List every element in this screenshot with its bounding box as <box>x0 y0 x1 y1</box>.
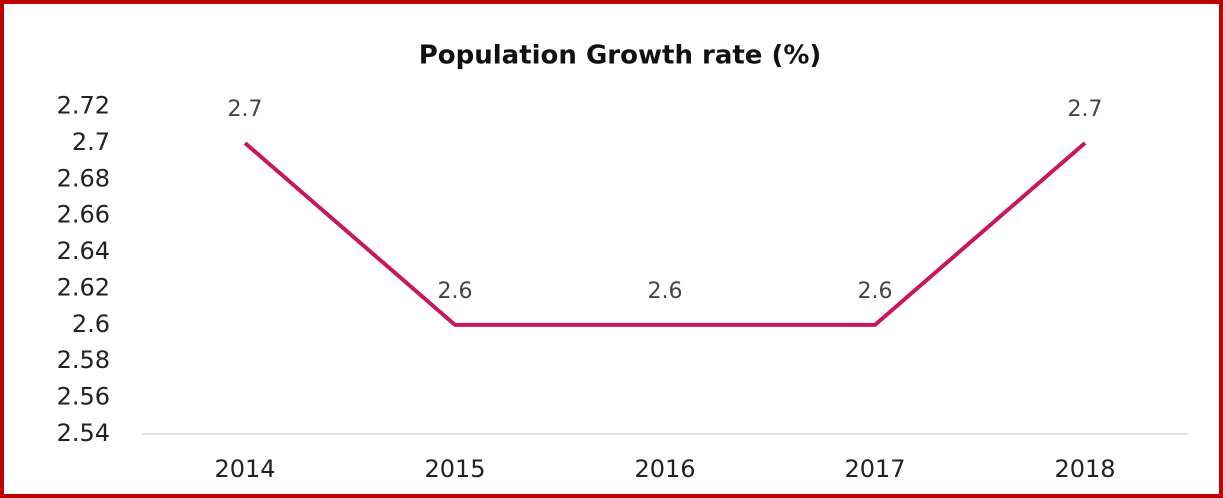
y-tick-label: 2.64 <box>57 237 110 265</box>
data-label: 2.6 <box>438 279 473 304</box>
x-tick-label: 2018 <box>1054 455 1115 483</box>
y-tick-label: 2.58 <box>57 346 110 374</box>
y-tick-label: 2.7 <box>72 128 110 156</box>
line <box>243 141 1087 327</box>
y-tick-label: 2.56 <box>57 383 110 411</box>
x-tick-label: 2016 <box>634 455 695 483</box>
y-tick-label: 2.62 <box>57 273 110 301</box>
y-tick-label: 2.54 <box>57 419 110 447</box>
x-tick-label: 2014 <box>214 455 275 483</box>
data-label: 2.7 <box>1068 97 1103 122</box>
y-tick-label: 2.66 <box>57 201 110 229</box>
x-tick-label: 2015 <box>424 455 485 483</box>
data-label: 2.6 <box>648 279 683 304</box>
y-tick-label: 2.6 <box>72 310 110 338</box>
data-label: 2.7 <box>228 97 263 122</box>
x-tick-label: 2017 <box>844 455 905 483</box>
y-tick-label: 2.68 <box>57 164 110 192</box>
data-label: 2.6 <box>858 279 893 304</box>
y-tick-label: 2.72 <box>57 92 110 120</box>
chart-title: Population Growth rate (%) <box>419 41 822 71</box>
